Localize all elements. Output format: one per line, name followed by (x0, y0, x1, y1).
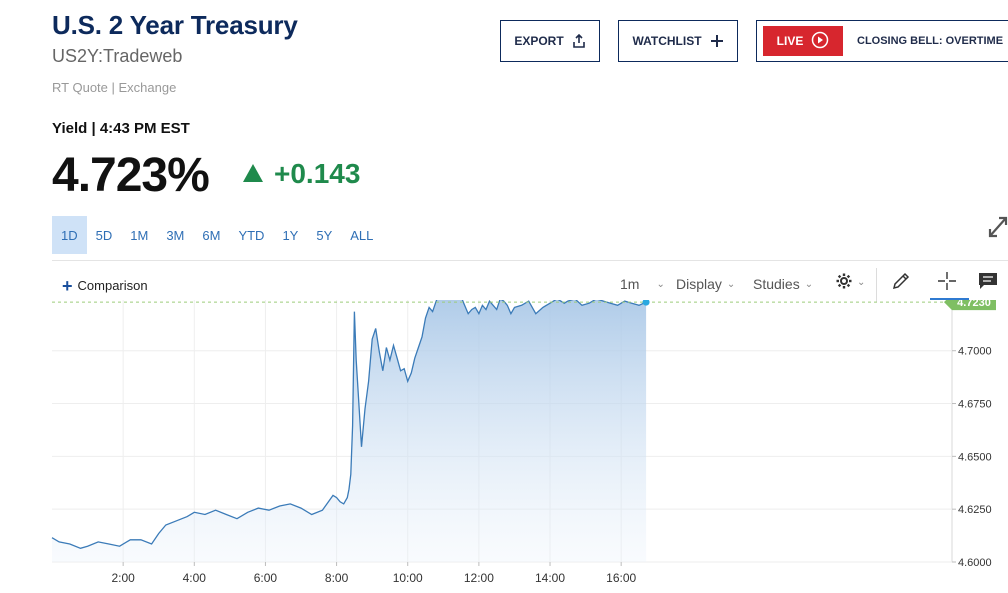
chevron-down-icon: ⌄ (857, 277, 866, 288)
change-value: +0.143 (274, 158, 361, 189)
y-tick-label: 4.6250 (958, 504, 992, 516)
range-tab[interactable]: 1Y (282, 227, 299, 243)
y-tick-label: 4.6750 (958, 399, 992, 411)
gear-icon (836, 273, 852, 292)
x-tick-label: 6:00 (254, 571, 278, 585)
interval-label: 1m (620, 276, 640, 292)
range-tab[interactable]: YTD (238, 227, 265, 243)
live-badge: LIVE (763, 26, 843, 56)
export-button[interactable]: EXPORT (500, 20, 600, 62)
chevron-down-icon: ⌄ (726, 278, 736, 290)
x-tick-label: 10:00 (393, 571, 423, 585)
expand-icon[interactable] (986, 214, 1008, 245)
range-tabs: 1D 5D 1M 3M 6M YTD 1Y 5Y ALL (52, 216, 382, 254)
interval-dropdown[interactable]: 1m ⌄ (620, 276, 665, 292)
display-dropdown[interactable]: Display ⌄ (676, 276, 735, 292)
last-price: 4.723% (52, 149, 210, 202)
x-tick-label: 14:00 (535, 571, 565, 585)
range-tab[interactable]: 3M (166, 227, 185, 243)
price-change: +0.143 (242, 158, 360, 190)
yield-line (51, 300, 647, 549)
toolbar-divider (876, 268, 877, 302)
last-value-dot (642, 300, 650, 306)
range-tab[interactable]: 1D (52, 216, 87, 254)
range-tab[interactable]: 5D (95, 227, 113, 243)
last-value-label: 4.7230 (957, 300, 991, 309)
x-tick-label: 4:00 (183, 571, 207, 585)
range-tab[interactable]: 6M (202, 227, 221, 243)
comparison-button[interactable]: + Comparison (62, 275, 148, 296)
yield-area (52, 300, 647, 562)
y-tick-label: 4.6000 (958, 557, 992, 569)
y-tick-label: 4.7000 (958, 346, 992, 358)
studies-label: Studies (753, 276, 800, 292)
range-tab[interactable]: ALL (350, 227, 374, 243)
display-label: Display (676, 276, 722, 292)
share-icon (572, 34, 586, 48)
settings-dropdown[interactable]: ⌄ (836, 273, 865, 292)
x-tick-label: 12:00 (464, 571, 494, 585)
chevron-down-icon: ⌄ (656, 278, 665, 290)
draw-pencil-icon[interactable] (891, 271, 911, 291)
play-circle-icon (811, 31, 829, 52)
symbol-subtitle: US2Y:Tradeweb (52, 46, 183, 66)
page-title: U.S. 2 Year Treasury (52, 10, 298, 40)
range-tab[interactable]: 5Y (316, 227, 333, 243)
range-tab[interactable]: 1M (130, 227, 149, 243)
live-label: LIVE (776, 34, 804, 48)
yield-timestamp: Yield | 4:43 PM EST (52, 120, 190, 137)
chevron-down-icon: ⌄ (804, 278, 814, 290)
x-tick-label: 2:00 (111, 571, 135, 585)
crosshair-icon[interactable] (937, 271, 957, 291)
comment-icon[interactable] (978, 272, 998, 290)
yield-chart[interactable]: 2:00 4:00 6:00 8:00 10:00 12:00 14:00 16:00 4.7… (0, 300, 1008, 593)
live-show-name: CLOSING BELL: OVERTIME (857, 35, 1004, 47)
divider (52, 260, 1008, 261)
rt-quote-label: RT Quote | Exchange (52, 80, 177, 95)
y-tick-label: 4.6500 (958, 451, 992, 463)
last-value-badge: 4.7230 (944, 300, 996, 311)
plus-icon (710, 34, 724, 48)
watchlist-button[interactable]: WATCHLIST (618, 20, 738, 62)
x-tick-label: 8:00 (325, 571, 349, 585)
x-tick-label: 16:00 (606, 571, 636, 585)
active-tool-indicator (930, 298, 969, 300)
watchlist-label: WATCHLIST (632, 34, 702, 48)
export-label: EXPORT (514, 34, 564, 48)
comparison-label: Comparison (77, 278, 148, 293)
studies-dropdown[interactable]: Studies ⌄ (753, 276, 813, 292)
plus-icon: + (62, 275, 73, 296)
up-triangle-icon (242, 158, 264, 190)
live-stream-button[interactable]: LIVE CLOSING BELL: OVERTIME (756, 20, 1008, 62)
